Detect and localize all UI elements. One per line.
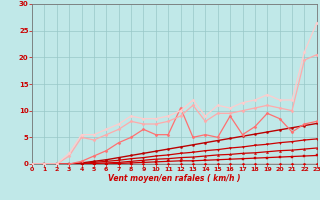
X-axis label: Vent moyen/en rafales ( km/h ): Vent moyen/en rafales ( km/h ): [108, 174, 241, 183]
